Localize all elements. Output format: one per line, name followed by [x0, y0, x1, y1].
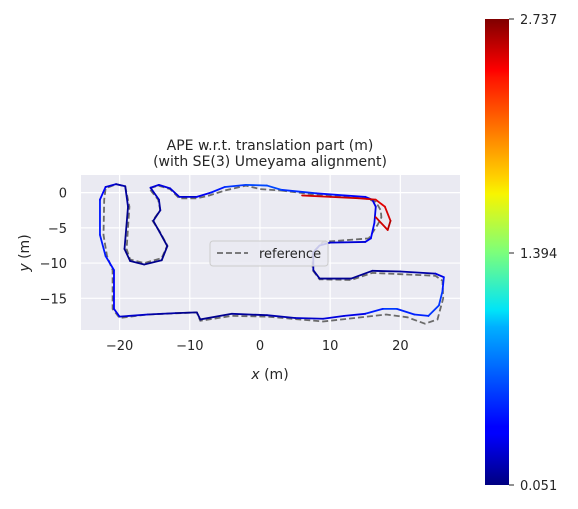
estimate-segment [372, 271, 400, 272]
x-tick-label: 10 [322, 339, 339, 354]
colorbar: 2.737 1.394 0.051 [485, 13, 557, 494]
estimate-segment [330, 242, 365, 243]
y-axis-label: y (m) [17, 234, 33, 272]
legend: reference [210, 241, 328, 266]
x-tick-label: −20 [106, 339, 133, 354]
y-tick-label: −15 [40, 292, 67, 307]
chart-subtitle: (with SE(3) Umeyama alignment) [153, 154, 387, 170]
x-tick-label: −10 [176, 339, 203, 354]
y-tick-label: −10 [40, 257, 67, 272]
x-axis-label: x (m) [250, 367, 288, 383]
colorbar-label-mid: 1.394 [520, 247, 557, 262]
x-tick-label: 0 [256, 339, 264, 354]
chart-title: APE w.r.t. translation part (m) [167, 138, 374, 154]
legend-reference-label: reference [259, 247, 321, 262]
x-axis-ticks: −20 −10 0 10 20 [106, 339, 409, 354]
x-tick-label: 20 [392, 339, 409, 354]
colorbar-label-min: 0.051 [520, 479, 557, 494]
colorbar-gradient [485, 19, 509, 485]
y-tick-label: 0 [59, 187, 67, 202]
y-axis-ticks: 0 −5 −10 −15 [40, 187, 67, 308]
colorbar-label-max: 2.737 [520, 13, 557, 28]
estimate-segment [295, 318, 323, 319]
estimate-segment [176, 312, 197, 313]
y-tick-label: −5 [48, 222, 67, 237]
estimate-segment [246, 185, 267, 186]
